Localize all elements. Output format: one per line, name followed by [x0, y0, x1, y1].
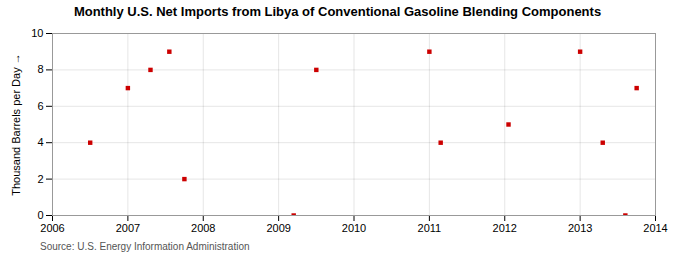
svg-text:Thousand Barrels per Day →: Thousand Barrels per Day → — [10, 53, 22, 195]
svg-text:8: 8 — [37, 63, 43, 75]
svg-text:2012: 2012 — [493, 222, 517, 234]
svg-text:2009: 2009 — [266, 222, 290, 234]
html-text:Source: U.S. Energy Informatio: Source: U.S. Energy Information Administ… — [40, 241, 250, 252]
svg-text:10: 10 — [31, 27, 43, 39]
svg-text:2014: 2014 — [643, 222, 667, 234]
svg-text:2011: 2011 — [418, 222, 442, 234]
svg-text:2006: 2006 — [40, 222, 64, 234]
svg-text:2013: 2013 — [568, 222, 592, 234]
html-text:Monthly U.S. Net Imports from: Monthly U.S. Net Imports from Libya of C… — [73, 4, 602, 19]
svg-text:4: 4 — [37, 136, 43, 148]
svg-text:6: 6 — [37, 100, 43, 112]
svg-text:2008: 2008 — [191, 222, 215, 234]
svg-text:0: 0 — [37, 209, 43, 221]
svg-text:2010: 2010 — [342, 222, 366, 234]
svg-text:2: 2 — [37, 173, 43, 185]
svg-text:2007: 2007 — [116, 222, 140, 234]
